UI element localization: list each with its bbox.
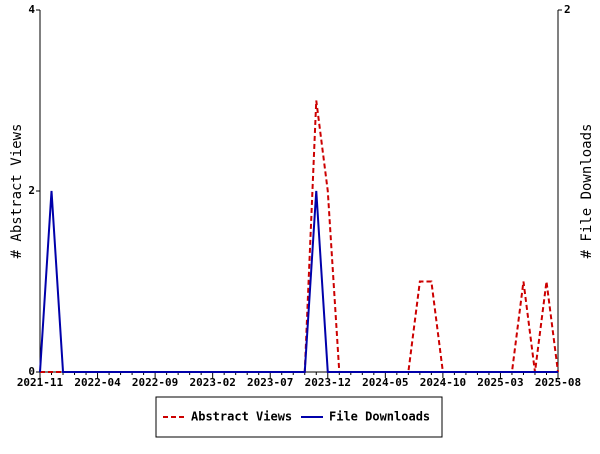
y-tick-label: 4 [28, 3, 35, 16]
x-tick-label: 2025-03 [477, 376, 523, 389]
legend-box [155, 396, 443, 438]
x-tick-label: 2024-05 [362, 376, 408, 389]
x-tick-label: 2024-10 [420, 376, 466, 389]
data-line [39, 190, 558, 373]
y-tick-label: 2 [28, 184, 35, 197]
x-tick-label: 2025-08 [535, 376, 581, 389]
x-tick-label: 2022-04 [74, 376, 121, 389]
y-axis-title: # Abstract Views [9, 124, 25, 259]
x-tick-label: 2023-12 [305, 376, 351, 389]
y2-axis-title: # File Downloads [579, 124, 595, 259]
y2-tick-label: 2 [564, 3, 571, 16]
x-tick-label: 2022-09 [132, 376, 178, 389]
legend-label: Abstract Views [191, 410, 292, 424]
x-tick-label: 2023-07 [247, 376, 293, 389]
y-tick-label: 0 [28, 365, 35, 378]
x-tick-label: 2023-02 [189, 376, 235, 389]
data-line [40, 100, 559, 373]
x-tick-label: 2021-11 [17, 376, 64, 389]
legend-label: File Downloads [329, 410, 430, 424]
